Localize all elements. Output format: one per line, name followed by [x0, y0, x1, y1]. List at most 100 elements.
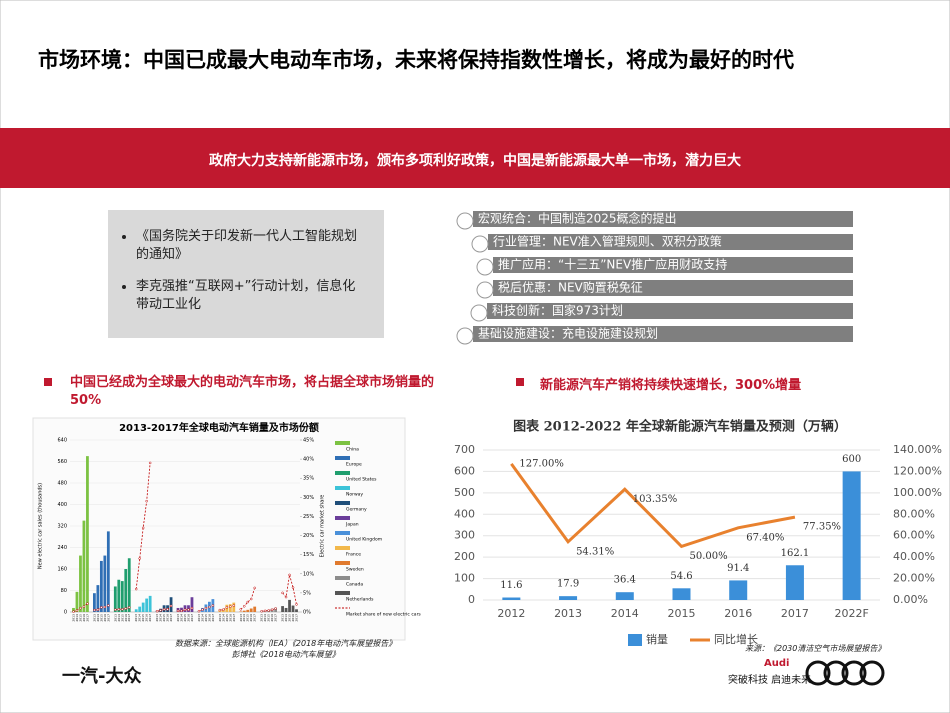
bar [288, 599, 291, 612]
x-tick-label: 2012 [497, 607, 525, 620]
x-tick-label: 2015 [183, 614, 187, 622]
legend-label: 销量 [646, 632, 668, 646]
x-tick-label: 2022F [834, 607, 868, 620]
y-axis-label: New electric car sales (thousands) [38, 483, 44, 569]
data-label: 67.40% [746, 532, 784, 543]
share-dot [117, 608, 121, 611]
share-dot [201, 608, 204, 611]
x-tick-label: 2013 [71, 614, 75, 622]
share-dot [246, 600, 249, 604]
title: 市场环境：中国已成最大电动车市场，未来将保持指数性增长，将成为最好的时代 [38, 48, 794, 72]
y2-tick-label: 35% [303, 476, 314, 482]
bar [232, 602, 236, 612]
bar [141, 602, 145, 612]
share-dot [176, 609, 180, 613]
step-bar [473, 326, 853, 342]
y2-tick-label: 15% [303, 552, 314, 558]
data-label: 103.35% [633, 494, 678, 505]
y-tick-label: 500 [454, 486, 475, 499]
y-tick-label: 100 [454, 572, 475, 585]
share-dot [141, 526, 145, 530]
bar [559, 596, 578, 600]
right-source: 来源：《2030清洁空气市场展望报告》 [745, 644, 886, 653]
bar [96, 585, 100, 612]
bar [82, 520, 86, 612]
y-tick-label: 0 [64, 610, 67, 616]
y2-tick-label: 80.00% [893, 507, 935, 520]
bar [785, 565, 804, 600]
bar [93, 593, 96, 612]
bar [75, 591, 79, 612]
share-dot [242, 605, 246, 608]
share-dot [211, 604, 215, 607]
x-tick-label: 2014 [263, 614, 267, 622]
bar [253, 606, 257, 612]
share-dot [218, 608, 222, 612]
x-tick-label: 2017 [232, 614, 236, 622]
share-dot [222, 608, 225, 611]
step-label: 宏观统合：中国制造2025概念的提出 [478, 211, 677, 226]
bullet [516, 378, 524, 386]
legend-swatch [335, 441, 350, 445]
x-tick-label: 2014 [242, 614, 246, 622]
legend-swatch [335, 486, 350, 490]
y2-tick-label: 30% [303, 495, 314, 501]
x-tick-label: 2017 [295, 614, 299, 622]
bar [842, 471, 861, 600]
share-dot [155, 609, 159, 613]
x-tick-label: 2016 [82, 614, 86, 622]
x-tick-label: 2013 [176, 614, 180, 622]
data-label: 127.00% [519, 458, 564, 469]
x-tick-label: 2013 [218, 614, 222, 622]
step-dot [456, 327, 474, 345]
step-label: 科技创新：国家973计划 [492, 303, 623, 318]
x-tick-label: 2017 [253, 614, 257, 622]
x-tick-label: 2014 [611, 607, 639, 620]
x-tick-label: 2015 [78, 614, 82, 622]
legend-swatch [335, 561, 350, 565]
share-dot [187, 608, 190, 611]
x-tick-label: 2013 [281, 614, 285, 622]
x-tick-label: 2015 [668, 607, 696, 620]
share-dot [291, 586, 295, 589]
bar [79, 555, 82, 612]
x-tick-label: 2017 [127, 614, 131, 622]
x-tick-label: 2014 [138, 614, 142, 622]
data-label: 91.4 [727, 563, 749, 574]
share-dot [208, 605, 211, 609]
x-tick-label: 2017 [148, 614, 152, 622]
bar [127, 558, 131, 612]
share-dot [267, 609, 270, 612]
step-bar [493, 257, 853, 273]
share-dot [93, 608, 96, 612]
brand: Audi [764, 658, 790, 669]
x-tick-label: 2015 [225, 614, 229, 622]
x-tick-label: 2017 [169, 614, 173, 622]
bar [502, 597, 521, 600]
bar [242, 610, 246, 612]
legend-label: Market share of new electric cars [346, 612, 421, 618]
x-tick-label: 2017 [274, 614, 278, 622]
share-dot [274, 607, 277, 610]
legend-swatch [335, 591, 350, 595]
share-dot [169, 604, 173, 608]
x-tick-label: 2013 [92, 614, 96, 622]
left-source: 数据来源：全球能源机构（IEA）《2018年电动汽车展望报告》 彭博社《2018电… [175, 638, 396, 660]
y2-tick-label: 140.00% [893, 443, 942, 456]
share-dot [253, 586, 256, 590]
y-tick-label: 320 [57, 524, 67, 530]
legend-swatch [335, 456, 350, 460]
share-dot [145, 499, 148, 503]
y-tick-label: 480 [57, 481, 67, 487]
x-tick-label: 2017 [781, 607, 809, 620]
bar [106, 531, 110, 612]
share-dot [103, 605, 107, 609]
y2-tick-label: 60.00% [893, 529, 935, 542]
y2-tick-label: 10% [303, 571, 314, 577]
x-tick-label: 2013 [197, 614, 201, 622]
bar [246, 609, 250, 612]
right-heading: 新能源汽车产销将持续快速增长，300%增量 [540, 378, 802, 393]
x-tick-label: 2014 [96, 614, 100, 622]
legend-swatch [335, 516, 350, 520]
